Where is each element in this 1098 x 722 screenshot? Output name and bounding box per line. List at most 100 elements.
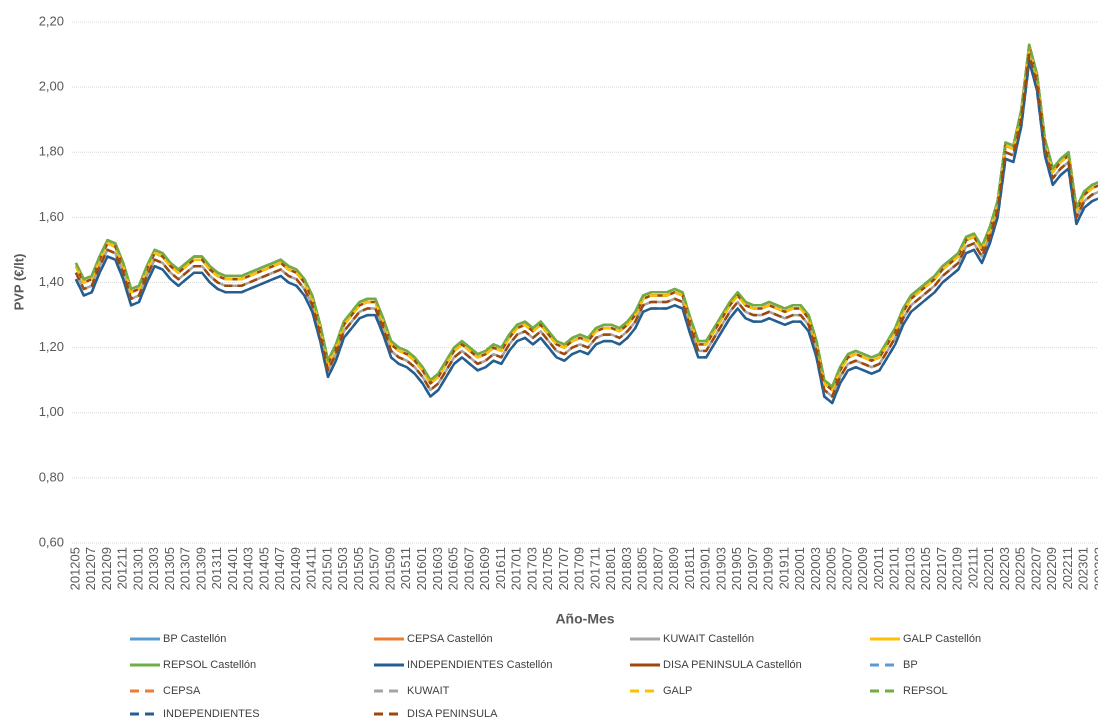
legend-label: BP Castellón [163, 633, 226, 645]
x-tick-label: 201905 [729, 547, 744, 590]
x-axis-label: Año-Mes [555, 611, 614, 627]
x-tick-label: 202109 [950, 547, 965, 590]
x-tick-label: 201909 [761, 547, 776, 590]
legend-label: INDEPENDIENTES [163, 708, 260, 720]
x-tick-label: 201205 [67, 547, 82, 590]
x-tick-label: 202107 [934, 547, 949, 590]
x-tick-label: 201409 [288, 547, 303, 590]
x-tick-label: 201805 [635, 547, 650, 590]
x-tick-label: 202103 [902, 547, 917, 590]
x-tick-label: 201809 [666, 547, 681, 590]
legend-label: CEPSA [163, 685, 201, 697]
x-tick-label: 201509 [382, 547, 397, 590]
legend-label: KUWAIT [407, 685, 450, 697]
x-tick-label: 201705 [540, 547, 555, 590]
y-tick-label: 2,20 [39, 13, 64, 28]
y-tick-label: 1,00 [39, 404, 64, 419]
x-tick-label: 201411 [304, 547, 319, 589]
x-tick-label: 201405 [256, 547, 271, 590]
y-tick-label: 1,20 [39, 339, 64, 354]
x-tick-label: 201707 [556, 547, 571, 590]
x-tick-label: 201703 [524, 547, 539, 590]
x-tick-label: 201911 [776, 547, 791, 589]
x-tick-label: 202301 [1076, 547, 1091, 590]
legend-label: INDEPENDIENTES Castellón [407, 659, 553, 671]
series-line [74, 53, 1098, 398]
y-tick-label: 1,60 [39, 209, 64, 224]
y-axis-label: PVP (€/lt) [11, 254, 26, 311]
x-tick-label: 201601 [414, 547, 429, 590]
x-tick-label: 201807 [650, 547, 665, 590]
x-tick-label: 201503 [335, 547, 350, 590]
x-tick-label: 201401 [225, 547, 240, 590]
legend-label: KUWAIT Castellón [663, 633, 754, 645]
series-line [74, 53, 1098, 398]
series-line [74, 46, 1098, 392]
x-tick-label: 201701 [509, 547, 524, 590]
x-tick-label: 202201 [981, 547, 996, 590]
series-line [74, 53, 1098, 398]
y-tick-label: 1,40 [39, 274, 64, 289]
series-line [74, 43, 1098, 388]
series-line [74, 43, 1098, 388]
x-tick-label: 202003 [808, 547, 823, 590]
x-tick-label: 201207 [83, 547, 98, 590]
x-tick-label: 201211 [115, 547, 130, 589]
x-tick-label: 201403 [241, 547, 256, 590]
x-tick-label: 202007 [839, 547, 854, 590]
x-tick-label: 202101 [887, 547, 902, 590]
y-tick-label: 2,00 [39, 79, 64, 94]
series-line [74, 59, 1098, 405]
series-line [74, 43, 1098, 388]
x-tick-label: 201507 [367, 547, 382, 590]
x-tick-label: 202205 [1013, 547, 1028, 590]
x-tick-label: 202211 [1060, 547, 1075, 589]
series-line [74, 43, 1098, 388]
legend-label: DISA PENINSULA [407, 708, 498, 720]
x-tick-label: 201311 [209, 547, 224, 589]
x-tick-label: 201607 [461, 547, 476, 590]
legend-label: GALP [663, 685, 692, 697]
y-tick-label: 0,80 [39, 469, 64, 484]
x-tick-label: 201309 [193, 547, 208, 590]
series-line [74, 59, 1098, 405]
x-tick-label: 202009 [855, 547, 870, 590]
legend-label: REPSOL Castellón [163, 659, 256, 671]
x-tick-label: 201301 [130, 547, 145, 590]
legend-label: GALP Castellón [903, 633, 981, 645]
x-tick-label: 201611 [493, 547, 508, 589]
x-tick-label: 201801 [603, 547, 618, 590]
legend-label: BP [903, 659, 918, 671]
x-tick-label: 201407 [272, 547, 287, 590]
x-tick-label: 202207 [1028, 547, 1043, 590]
y-tick-label: 1,80 [39, 144, 64, 159]
x-tick-label: 201709 [572, 547, 587, 590]
x-tick-label: 201603 [430, 547, 445, 590]
x-tick-label: 201901 [698, 547, 713, 590]
x-tick-label: 202111 [965, 547, 980, 588]
x-tick-label: 202209 [1044, 547, 1059, 590]
x-tick-label: 201903 [713, 547, 728, 590]
x-tick-label: 201505 [351, 547, 366, 590]
x-tick-label: 201811 [682, 547, 697, 589]
legend-label: DISA PENINSULA Castellón [663, 659, 802, 671]
x-tick-label: 201803 [619, 547, 634, 590]
x-tick-label: 202011 [871, 547, 886, 589]
x-tick-label: 202105 [918, 547, 933, 590]
x-tick-label: 201605 [446, 547, 461, 590]
x-tick-label: 201303 [146, 547, 161, 590]
legend-label: CEPSA Castellón [407, 633, 493, 645]
y-tick-label: 0,60 [39, 534, 64, 549]
x-tick-label: 201501 [319, 547, 334, 590]
x-tick-label: 202303 [1091, 547, 1098, 590]
x-tick-label: 201711 [587, 547, 602, 589]
x-tick-label: 201305 [162, 547, 177, 590]
x-tick-label: 202001 [792, 547, 807, 590]
legend-label: REPSOL [903, 685, 948, 697]
x-tick-label: 201511 [398, 547, 413, 589]
x-tick-label: 201609 [477, 547, 492, 590]
x-tick-label: 202203 [997, 547, 1012, 590]
x-tick-label: 202005 [824, 547, 839, 590]
x-tick-label: 201907 [745, 547, 760, 590]
